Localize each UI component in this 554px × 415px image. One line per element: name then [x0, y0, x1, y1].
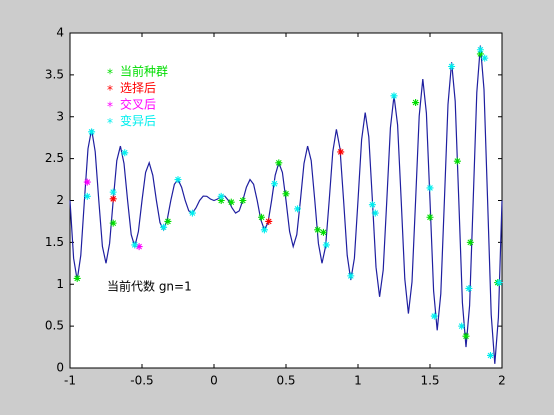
data-point [260, 226, 268, 234]
data-point [448, 63, 456, 70]
data-point [282, 190, 290, 198]
data-point [109, 195, 117, 203]
data-point [371, 209, 379, 217]
x-tick-label: -0.5 [130, 374, 153, 388]
data-point [314, 226, 322, 234]
y-tick-label: 1.5 [45, 235, 64, 249]
y-tick-label: 3 [56, 109, 64, 123]
data-point [135, 243, 143, 251]
data-point [174, 176, 182, 184]
data-point [294, 205, 302, 213]
y-tick-label: 4 [56, 26, 64, 40]
legend-marker: * [107, 67, 113, 81]
legend-label: 变异后 [120, 113, 156, 128]
x-tick-label: -1 [64, 374, 76, 388]
legend-marker: * [107, 83, 113, 97]
data-point [495, 279, 503, 287]
data-point [88, 128, 96, 136]
y-tick-label: 0.5 [45, 319, 64, 333]
data-point [412, 99, 420, 107]
legend-label: 当前种群 [120, 64, 168, 79]
y-tick-label: 0 [56, 361, 64, 375]
legend-marker: * [107, 116, 113, 130]
data-point [121, 149, 129, 157]
legend-label: 交叉后 [120, 97, 156, 112]
data-point [426, 184, 434, 192]
x-tick-label: 0 [210, 374, 218, 388]
data-point [465, 284, 473, 292]
data-point [486, 351, 494, 359]
data-point [453, 157, 461, 165]
x-tick-label: 1.5 [420, 374, 439, 388]
y-tick-label: 2.5 [45, 151, 64, 165]
data-point [347, 272, 355, 280]
data-point [476, 46, 484, 54]
data-point [73, 274, 81, 282]
data-point [337, 148, 345, 156]
curve [69, 45, 503, 364]
data-point [458, 322, 466, 330]
data-point [430, 312, 438, 320]
data-point [476, 50, 484, 58]
data-point [217, 192, 225, 200]
data-point [258, 213, 266, 221]
data-point [265, 217, 273, 225]
data-point [426, 213, 434, 221]
data-point [239, 197, 247, 204]
data-point [270, 180, 278, 188]
data-point [188, 209, 196, 217]
data-point [462, 332, 470, 340]
data-point [368, 201, 376, 209]
data-point [322, 241, 330, 249]
data-point [390, 92, 398, 100]
legend-marker: * [107, 100, 113, 114]
data-point [164, 217, 172, 225]
annotation: 当前代数 gn=1 [107, 279, 192, 294]
data-point [481, 54, 489, 62]
x-tick-label: 0.5 [276, 374, 295, 388]
x-tick-label: 2 [498, 374, 506, 388]
data-point [131, 241, 139, 249]
y-tick-label: 1 [56, 277, 64, 291]
legend-label: 选择后 [120, 81, 156, 95]
y-tick-label: 3.5 [45, 67, 64, 81]
data-point [83, 192, 91, 200]
data-point [160, 223, 168, 231]
y-tick-label: 2 [56, 193, 64, 207]
data-point [275, 159, 283, 167]
data-point [227, 198, 235, 206]
data-point [217, 197, 225, 204]
data-point [83, 178, 91, 186]
data-point [466, 238, 474, 246]
data-point [319, 228, 327, 236]
x-tick-label: 1 [354, 374, 362, 388]
data-point [109, 188, 117, 196]
data-point [109, 219, 117, 227]
